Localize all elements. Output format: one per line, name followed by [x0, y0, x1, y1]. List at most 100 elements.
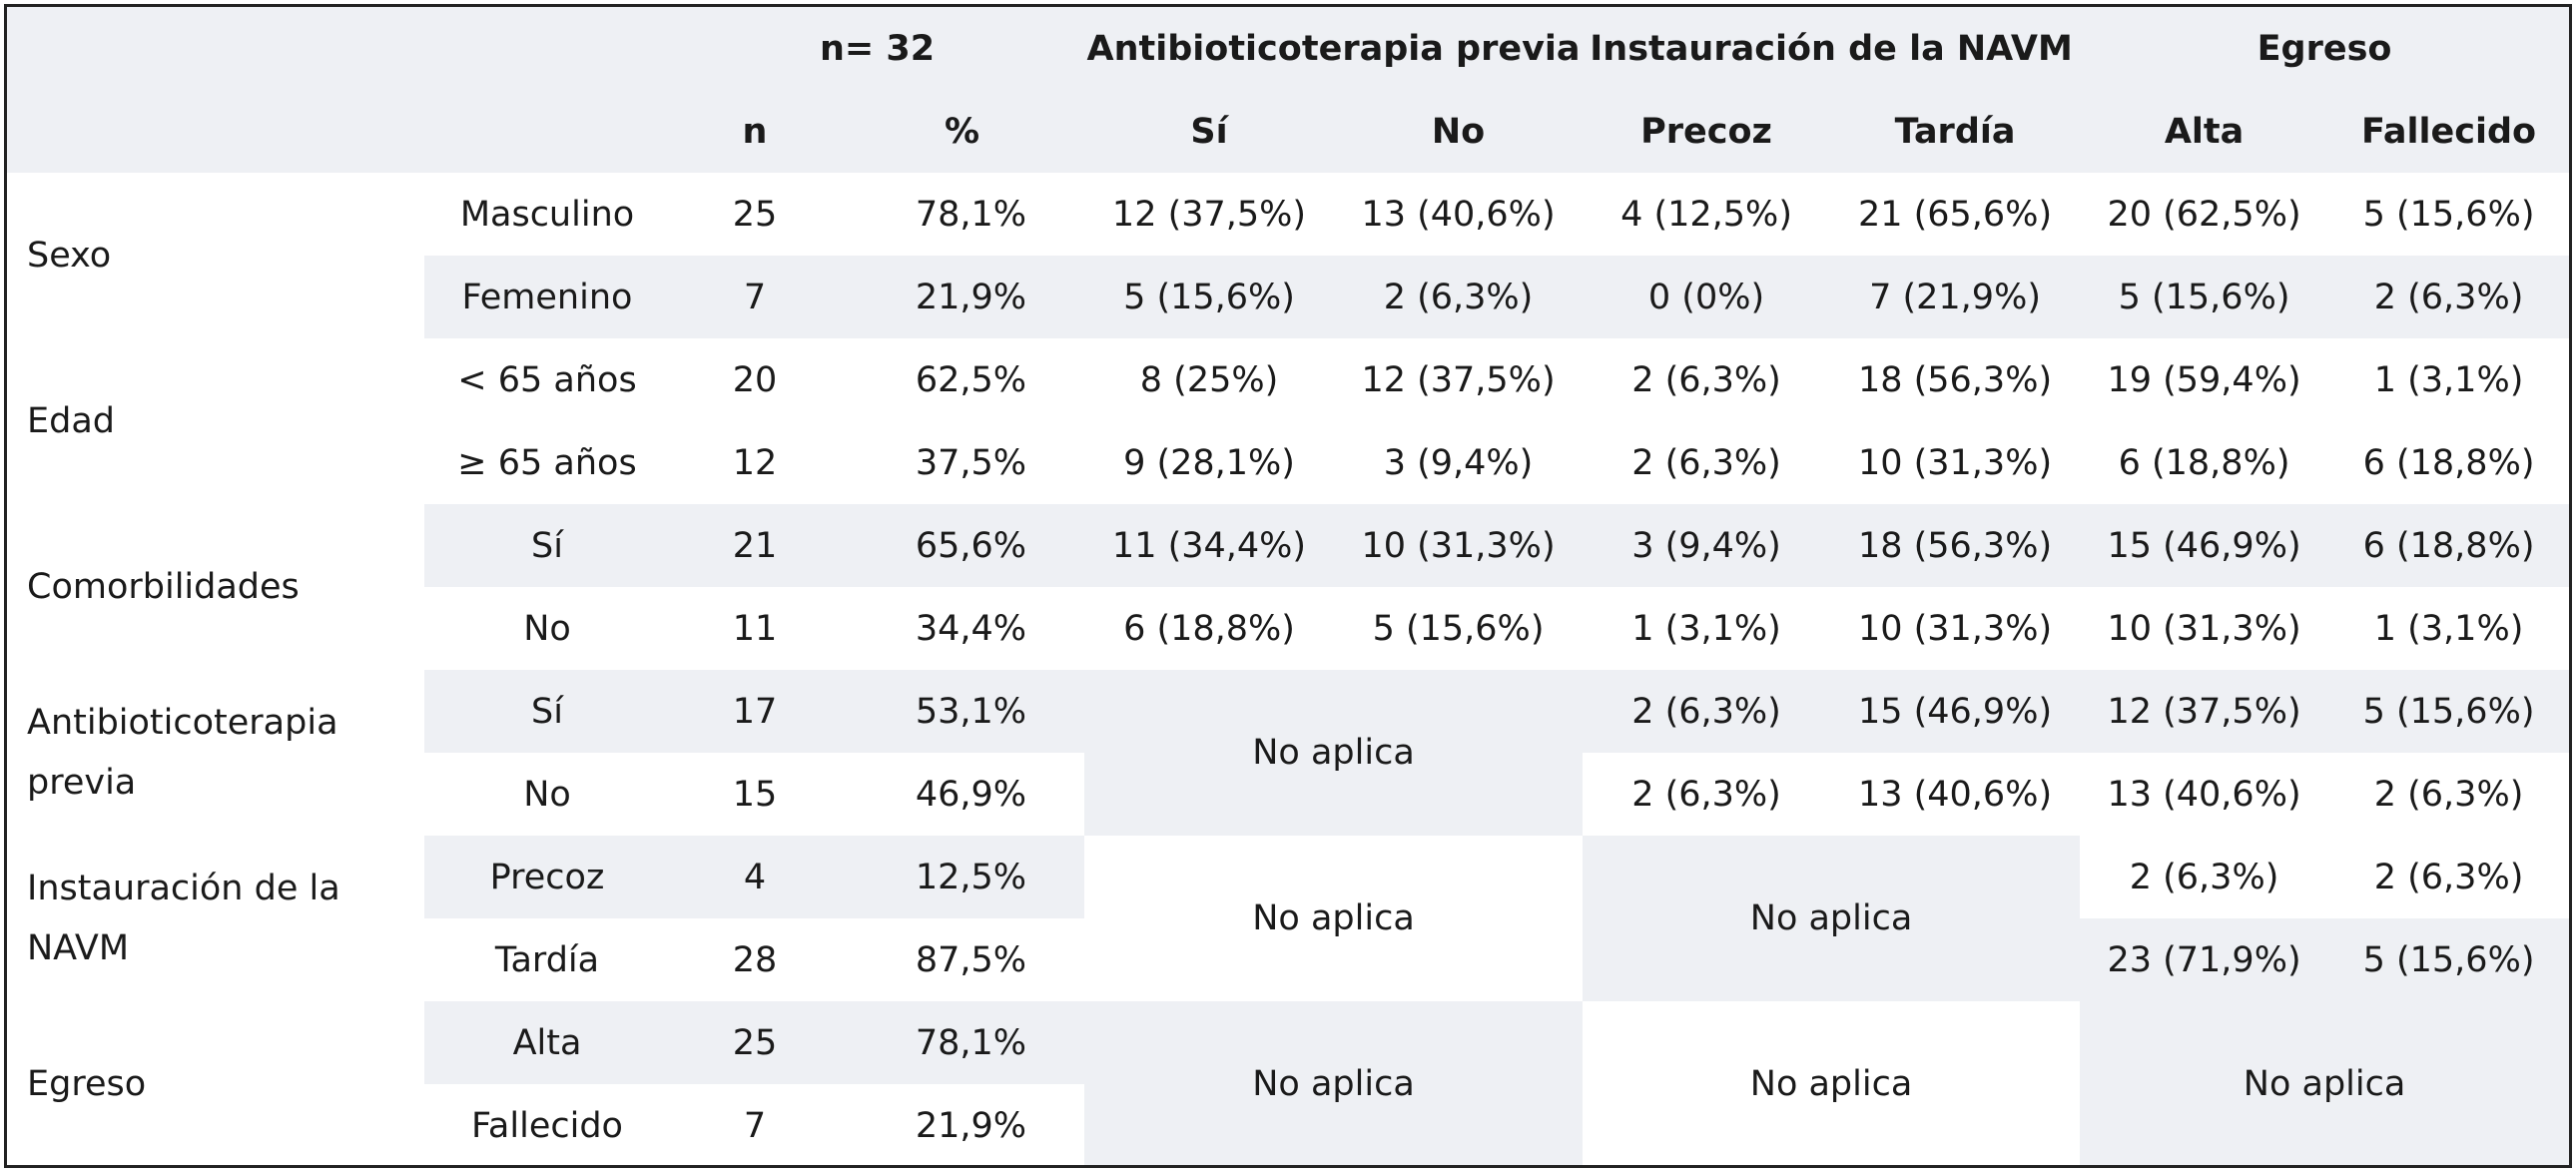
cell-fallecido: 2 (6,3%): [2373, 774, 2524, 815]
cell-pct: 46,9%: [915, 774, 1027, 815]
cell-tardia: 13 (40,6%): [1857, 774, 2053, 815]
cell-anti-si: 6 (18,8%): [1123, 608, 1295, 649]
cell-fallecido: 5 (15,6%): [2328, 670, 2569, 753]
cell-n: 17: [670, 670, 840, 753]
cell-pct: 21,9%: [915, 1105, 1027, 1146]
na-cell: No aplica: [2080, 1001, 2569, 1165]
header-no: No: [1334, 90, 1584, 173]
table-header: n= 32 Antibioticoterapia previa Instaura…: [7, 7, 2569, 173]
cell-n: 7: [743, 1105, 767, 1146]
cell-tardia: 7 (21,9%): [1869, 277, 2041, 317]
header-tardia: Tardía: [1830, 90, 2081, 173]
cell-fallecido: 6 (18,8%): [2362, 525, 2535, 566]
table-row: No 11 34,4% 6 (18,8%) 5 (15,6%) 1 (3,1%)…: [7, 587, 2569, 670]
cell-n: 25: [670, 1001, 840, 1084]
header-empty: [424, 7, 670, 90]
row-label: Tardía: [424, 918, 670, 1001]
row-label: Sí: [424, 670, 670, 753]
header-si: Sí: [1084, 90, 1335, 173]
row-label: Fallecido: [471, 1105, 623, 1146]
table-frame: n= 32 Antibioticoterapia previa Instaura…: [4, 4, 2572, 1168]
row-label: Femenino: [461, 277, 633, 317]
header-alta: Alta: [2080, 90, 2329, 173]
group-label-edad: Edad: [7, 338, 424, 504]
group-label-comorbilidades: Comorbilidades: [7, 504, 424, 670]
cell-anti-no: 10 (31,3%): [1361, 525, 1556, 566]
header-row-groups: n= 32 Antibioticoterapia previa Instaura…: [7, 7, 2569, 90]
cell-alta: 15 (46,9%): [2107, 525, 2301, 566]
cell-n: 15: [732, 774, 778, 815]
cell-anti-no: 2 (6,3%): [1383, 277, 1534, 317]
cell-anti-no: 12 (37,5%): [1361, 359, 1556, 400]
cell-anti-si: 11 (34,4%): [1111, 525, 1307, 566]
table-row: Instauración de la NAVM Precoz 4 12,5% N…: [7, 836, 2569, 1001]
cell-fallecido: 2 (6,3%): [2373, 277, 2524, 317]
header-n: n: [670, 90, 840, 173]
table-row: ≥ 65 años 12 37,5% 9 (28,1%) 3 (9,4%) 2 …: [7, 421, 2569, 504]
group-label-sexo: Sexo: [7, 173, 424, 338]
cell-anti-si: 9 (28,1%): [1123, 442, 1295, 483]
cell-fallecido: 5 (15,6%): [2362, 194, 2535, 235]
table-row: Femenino 7 21,9% 5 (15,6%) 2 (6,3%) 0 (0…: [7, 256, 2569, 338]
table-row: Edad < 65 años 20 62,5% 8 (25%) 12 (37,5…: [7, 338, 2569, 504]
header-instauracion: Instauración de la NAVM: [1583, 7, 2081, 90]
table-row: Egreso Alta 25 78,1% No aplica No aplica…: [7, 1001, 2569, 1165]
cell-fallecido: 1 (3,1%): [2373, 608, 2524, 649]
cell-tardia: 18 (56,3%): [1857, 525, 2053, 566]
cell-precoz: 2 (6,3%): [1631, 774, 1781, 815]
cell-alta: 2 (6,3%): [2080, 836, 2329, 918]
header-empty: [7, 90, 424, 173]
na-cell: No aplica: [1084, 670, 1584, 836]
cell-anti-si: 5 (15,6%): [1123, 277, 1295, 317]
table-row: Sexo Masculino 25 78,1% 12 (37,5%) 13 (4…: [7, 173, 2569, 338]
cell-n: 21: [732, 525, 778, 566]
cell-precoz: 3 (9,4%): [1631, 525, 1781, 566]
cell-tardia: 10 (31,3%): [1857, 608, 2053, 649]
row-label: Precoz: [424, 836, 670, 918]
group-label-egreso: Egreso: [7, 1001, 424, 1165]
cell-tardia: 10 (31,3%): [1857, 442, 2053, 483]
cell-anti-si: 12 (37,5%): [1111, 194, 1307, 235]
cell-fallecido: 6 (18,8%): [2362, 442, 2535, 483]
cell-fallecido: 1 (3,1%): [2373, 359, 2524, 400]
na-cell: No aplica: [1084, 1001, 1584, 1165]
cell-fallecido: 5 (15,6%): [2328, 918, 2569, 1001]
cell-precoz: 2 (6,3%): [1583, 670, 1831, 753]
header-precoz: Precoz: [1583, 90, 1831, 173]
cell-tardia: 21 (65,6%): [1857, 194, 2053, 235]
group-label-antibio: Antibioticoterapia previa: [7, 670, 424, 836]
header-egreso: Egreso: [2080, 7, 2569, 90]
cell-n: 28: [670, 918, 840, 1001]
header-empty: [7, 7, 424, 90]
cell-precoz: 4 (12,5%): [1620, 194, 1792, 235]
cell-alta: 12 (37,5%): [2080, 670, 2329, 753]
cell-pct: 12,5%: [840, 836, 1085, 918]
cell-pct: 87,5%: [840, 918, 1085, 1001]
row-label: No: [523, 774, 571, 815]
group-label-instauracion: Instauración de la NAVM: [7, 836, 424, 1001]
header-fallecido: Fallecido: [2328, 90, 2569, 173]
cell-pct: 21,9%: [915, 277, 1027, 317]
na-cell: No aplica: [1583, 1001, 2081, 1165]
cell-n: 12: [732, 442, 778, 483]
cell-precoz: 1 (3,1%): [1631, 608, 1781, 649]
cell-n: 4: [670, 836, 840, 918]
cell-pct: 53,1%: [840, 670, 1085, 753]
cell-tardia: 18 (56,3%): [1857, 359, 2053, 400]
cell-precoz: 0 (0%): [1647, 277, 1765, 317]
cell-anti-no: 5 (15,6%): [1372, 608, 1545, 649]
cell-pct: 34,4%: [915, 608, 1027, 649]
table-body: Sexo Masculino 25 78,1% 12 (37,5%) 13 (4…: [7, 173, 2569, 1165]
cell-pct: 78,1%: [840, 1001, 1085, 1084]
cell-precoz: 2 (6,3%): [1631, 442, 1781, 483]
row-label: Masculino: [459, 194, 635, 235]
cell-fallecido: 2 (6,3%): [2328, 836, 2569, 918]
na-cell: No aplica: [1084, 836, 1584, 1001]
cell-alta: 23 (71,9%): [2080, 918, 2329, 1001]
cell-alta: 10 (31,3%): [2107, 608, 2301, 649]
cell-pct: 37,5%: [915, 442, 1027, 483]
cell-anti-no: 13 (40,6%): [1361, 194, 1556, 235]
cell-n: 20: [732, 359, 778, 400]
row-label: Sí: [531, 525, 563, 566]
header-n-total: n= 32: [670, 7, 1085, 90]
